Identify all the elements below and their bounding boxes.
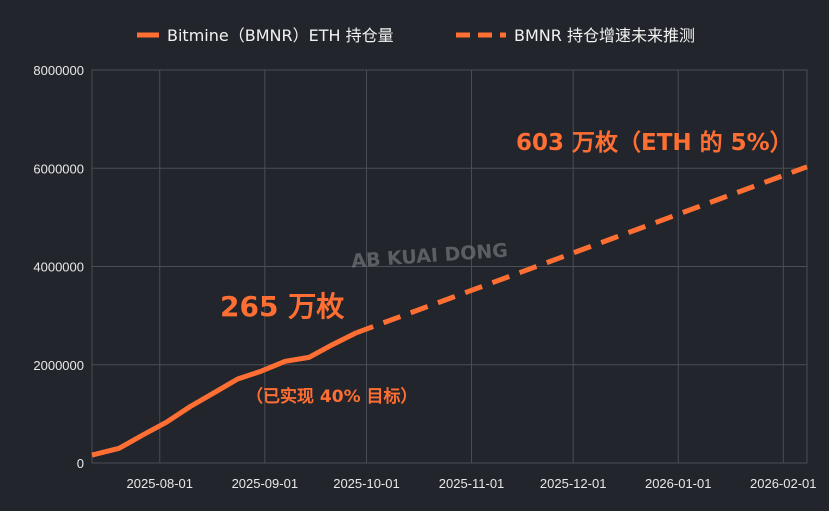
x-tick-label: 2025-11-01: [439, 476, 505, 491]
holdings-series-line: [91, 330, 358, 458]
legend-label: Bitmine（BMNR）ETH 持仓量: [167, 26, 394, 45]
legend-label: BMNR 持仓增速未来推测: [514, 26, 695, 45]
y-tick-label: 0: [77, 456, 84, 471]
annotation-label: （已实现 40% 目标）: [246, 386, 418, 407]
x-tick-label: 2026-02-01: [750, 476, 817, 491]
x-tick-label: 2025-10-01: [333, 476, 400, 491]
x-tick-label: 2025-08-01: [127, 476, 194, 491]
x-tick-label: 2025-12-01: [540, 476, 607, 491]
x-tick-label: 2026-01-01: [645, 476, 712, 491]
y-tick-label: 4000000: [33, 260, 84, 275]
grid: [91, 69, 808, 464]
annotation-label: 265 万枚: [220, 290, 344, 323]
x-tick-label: 2025-09-01: [232, 476, 299, 491]
y-tick-label: 6000000: [33, 161, 84, 176]
legend: Bitmine（BMNR）ETH 持仓量 BMNR 持仓增速未来推测: [137, 26, 695, 45]
axes: 0 2000000 4000000 6000000 8000000 2025-08-01 2…: [33, 63, 816, 491]
y-tick-label: 2000000: [33, 358, 84, 373]
series-lines: [91, 164, 808, 458]
y-tick-label: 8000000: [33, 63, 84, 78]
watermark-text: AB KUAI DONG: [351, 240, 509, 273]
projection-series-line: [355, 164, 808, 336]
annotation-label: 603 万枚（ETH 的 5%）: [516, 129, 793, 156]
